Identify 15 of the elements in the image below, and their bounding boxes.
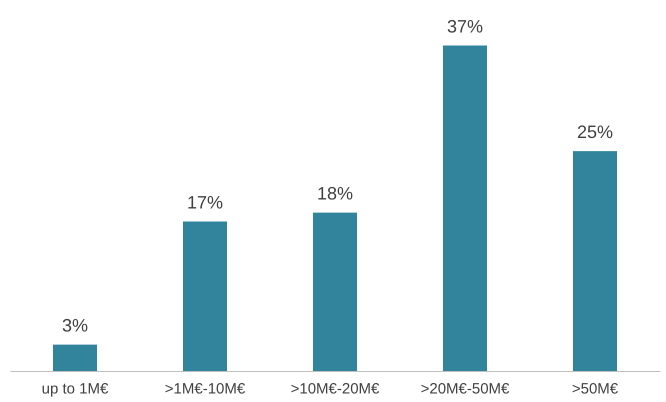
x-tick-label: >10M€-20M€ xyxy=(290,380,380,398)
bar xyxy=(53,344,97,371)
data-label: 37% xyxy=(446,16,484,37)
bar xyxy=(443,46,487,371)
x-tick-label: >1M€-10M€ xyxy=(164,380,246,398)
bar xyxy=(183,221,227,371)
data-label: 17% xyxy=(186,192,224,212)
bar xyxy=(573,151,617,371)
x-tick-label: >20M€-50M€ xyxy=(420,380,510,398)
x-tick-label: >50M€ xyxy=(572,380,619,398)
data-label: 25% xyxy=(576,122,614,142)
x-tick-label: up to 1M€ xyxy=(42,380,110,398)
data-label: 3% xyxy=(62,316,88,336)
data-label: 18% xyxy=(316,184,354,204)
bar xyxy=(313,212,357,371)
